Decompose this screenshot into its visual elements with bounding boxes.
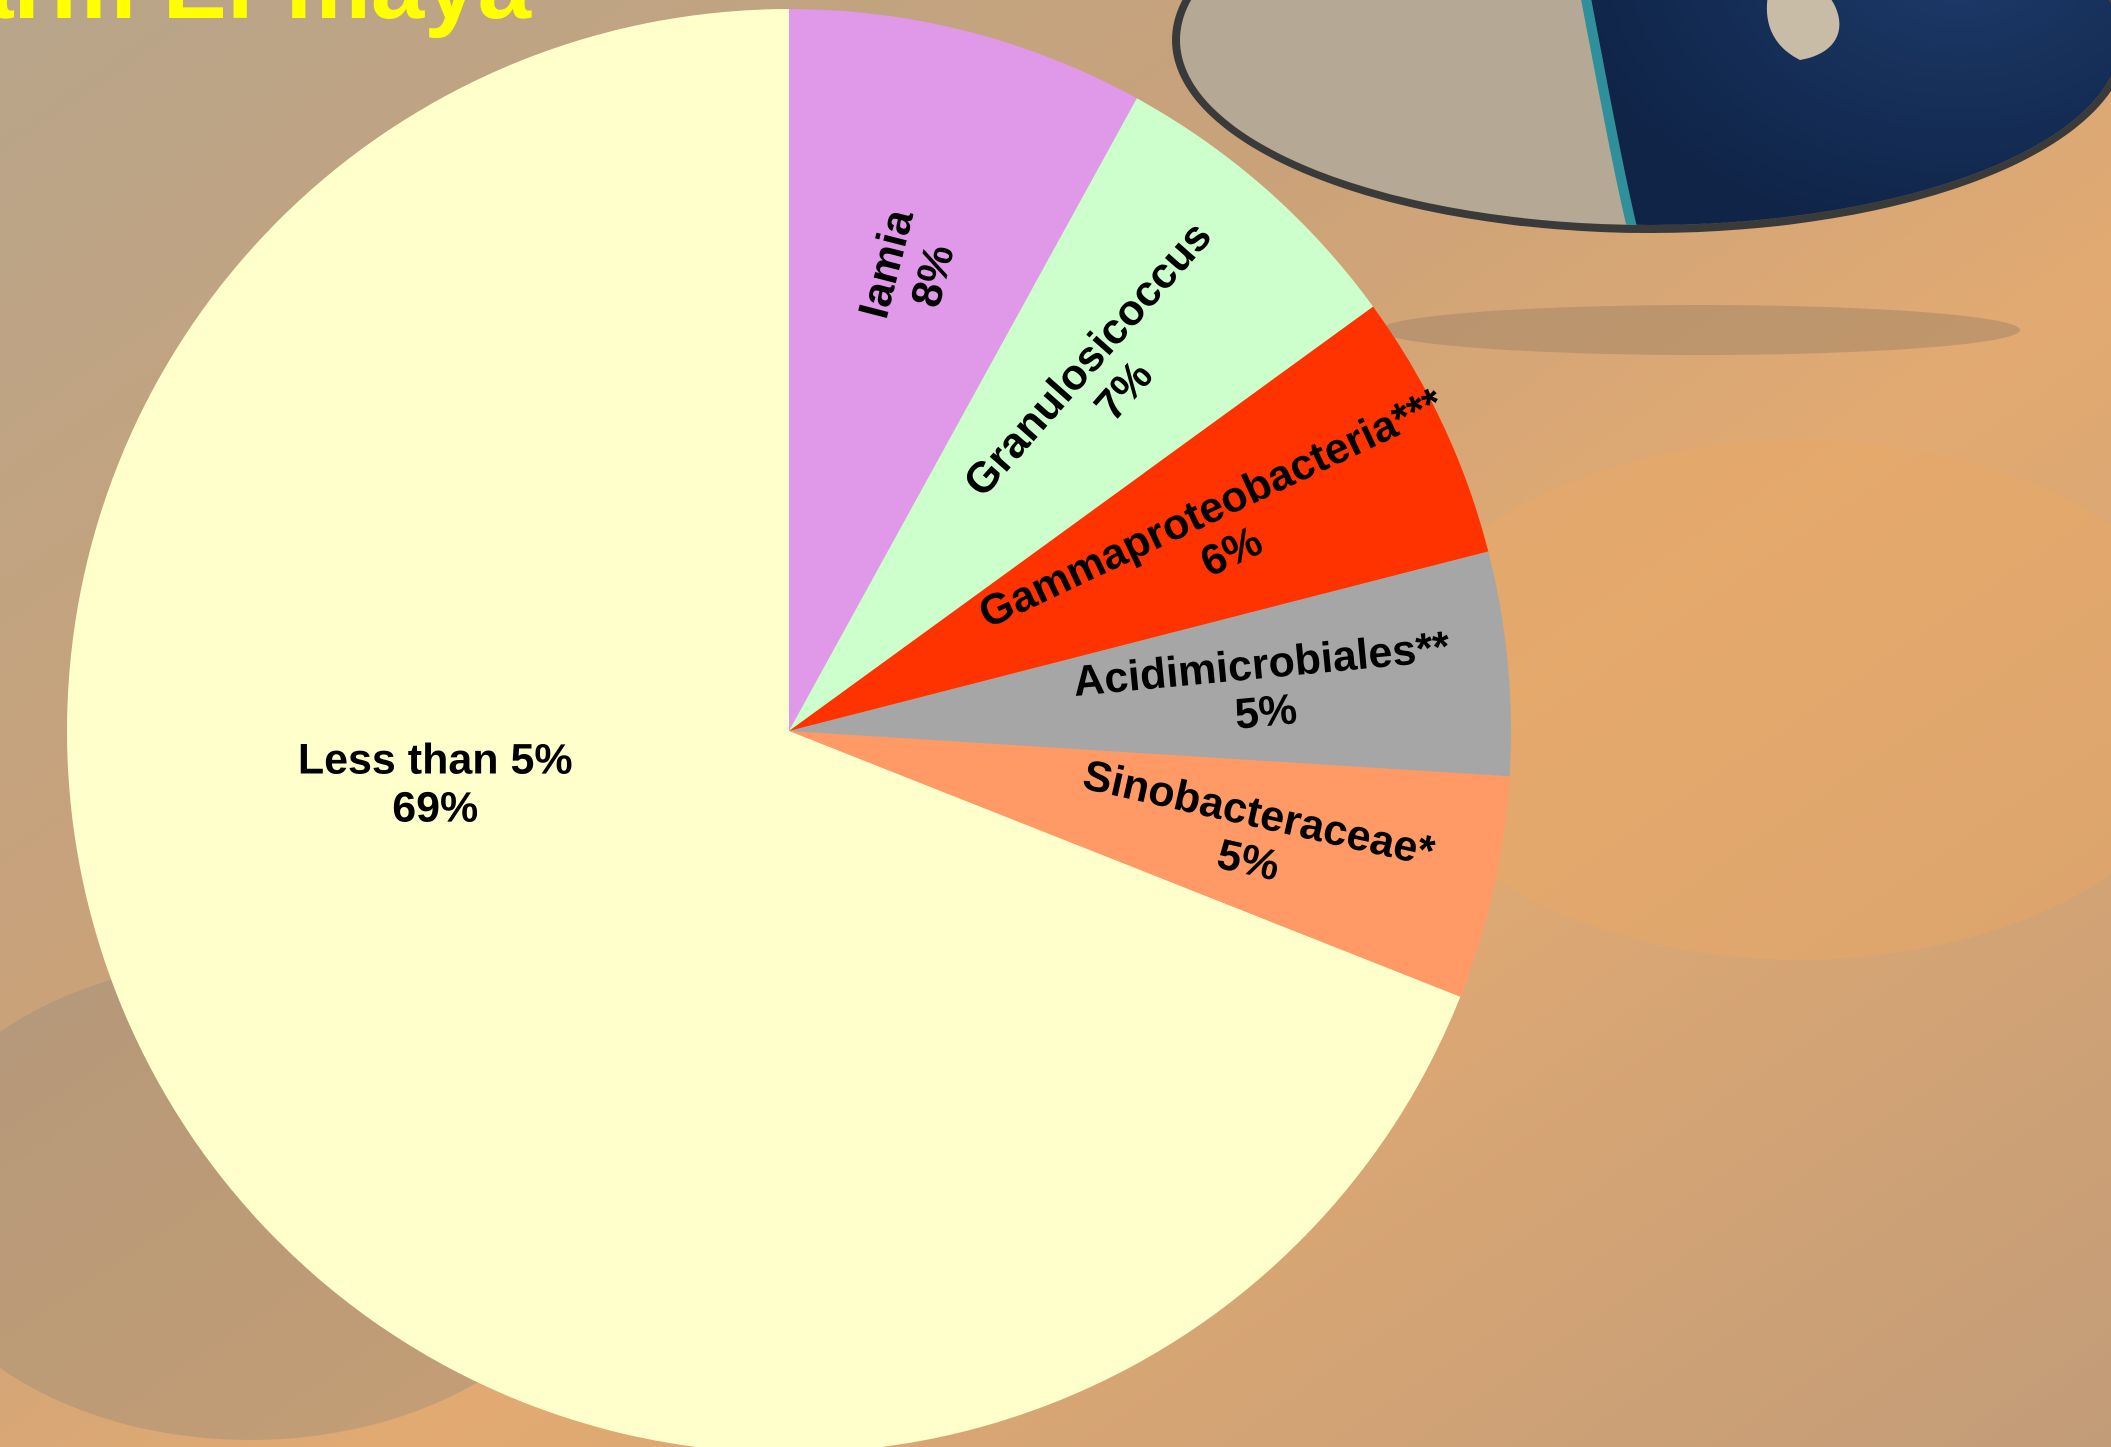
background-shadow xyxy=(1380,305,2020,355)
category-label: Less than 5% xyxy=(298,736,573,784)
pie-slice xyxy=(789,98,1374,731)
pie-slice xyxy=(789,9,1137,731)
pie-slice xyxy=(67,9,1461,1447)
background-patch xyxy=(1380,440,2111,960)
slice-label: Less than 5% 69% xyxy=(298,736,573,832)
map-inset xyxy=(1172,0,2111,233)
value-label: 5% xyxy=(1233,685,1299,739)
pie-slice xyxy=(789,306,1489,731)
pie-slice xyxy=(789,731,1510,997)
slice-label-text: Less than 5% 69% xyxy=(298,736,573,832)
chart-title: arm El-maya xyxy=(0,0,532,39)
pie-slice xyxy=(789,551,1511,777)
value-label: 69% xyxy=(392,784,478,832)
